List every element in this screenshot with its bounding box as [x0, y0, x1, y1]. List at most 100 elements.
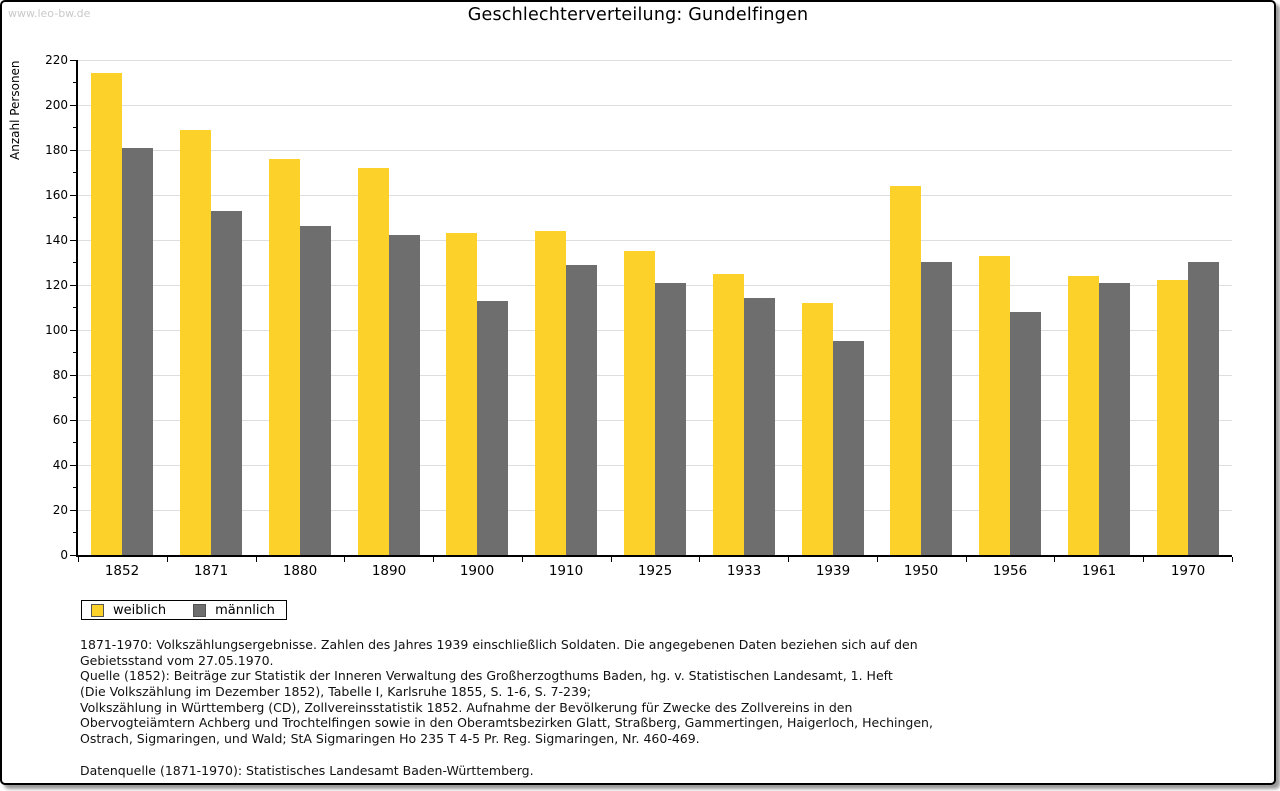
bar-männlich-1900 — [477, 301, 508, 555]
chart-title: Geschlechterverteilung: Gundelfingen — [467, 5, 809, 25]
footnote-line-5: Volkszählung in Württemberg (CD), Zollve… — [80, 699, 853, 715]
y-minor-tick-130 — [73, 262, 76, 263]
gridline-160 — [78, 195, 1232, 196]
footnote-line-9: Datenquelle (1871-1970): Statistisches L… — [80, 762, 534, 778]
y-minor-tick-50 — [73, 442, 76, 443]
x-boundary-tick-0 — [78, 557, 79, 562]
x-tick-label-1925: 1925 — [637, 563, 673, 579]
footnote-line-1: 1871-1970: Volkszählungsergebnisse. Zahl… — [80, 637, 918, 652]
y-major-tick-220 — [70, 60, 76, 61]
bar-weiblich-1961 — [1068, 276, 1099, 555]
x-boundary-tick-8 — [788, 557, 789, 562]
bar-weiblich-1871 — [180, 130, 211, 555]
bar-männlich-1970 — [1188, 262, 1219, 555]
legend-swatch-weiblich — [91, 603, 104, 617]
x-boundary-tick-11 — [1054, 557, 1055, 562]
bar-weiblich-1900 — [446, 233, 477, 555]
x-boundary-tick-12 — [1143, 557, 1144, 562]
footnote-line-7: Ostrach, Sigmaringen, und Wald; StA Sigm… — [80, 731, 700, 747]
gridline-180 — [78, 150, 1232, 151]
x-tick-label-1900: 1900 — [459, 563, 495, 579]
bar-männlich-1933 — [744, 298, 775, 555]
x-tick-label-1852: 1852 — [104, 563, 140, 579]
y-tick-label-200: 200 — [45, 98, 68, 112]
bar-weiblich-1925 — [624, 251, 655, 555]
y-minor-tick-90 — [73, 352, 76, 353]
y-axis-title: Anzahl Personen — [8, 60, 22, 160]
x-boundary-tick-13 — [1232, 557, 1233, 562]
footnotes-block: 1871-1970: Volkszählungsergebnisse. Zahl… — [80, 637, 933, 778]
x-axis-line — [78, 555, 1232, 557]
footnote-line-4: (Die Volkszählung im Dezember 1852), Tab… — [80, 684, 592, 700]
bar-weiblich-1880 — [269, 159, 300, 555]
y-major-tick-20 — [70, 510, 76, 511]
leo-bw-watermark: www.leo-bw.de — [8, 7, 91, 20]
bar-weiblich-1939 — [802, 303, 833, 555]
y-tick-label-0: 0 — [60, 548, 68, 562]
y-tick-label-160: 160 — [45, 188, 68, 202]
y-minor-tick-150 — [73, 217, 76, 218]
y-tick-label-180: 180 — [45, 143, 68, 157]
y-major-tick-160 — [70, 195, 76, 196]
x-boundary-tick-9 — [877, 557, 878, 562]
bar-weiblich-1970 — [1157, 280, 1188, 555]
bar-weiblich-1910 — [535, 231, 566, 555]
bar-männlich-1950 — [921, 262, 952, 555]
bar-männlich-1880 — [300, 226, 331, 555]
y-tick-label-60: 60 — [52, 413, 68, 427]
y-major-tick-0 — [70, 555, 76, 556]
y-major-tick-200 — [70, 105, 76, 106]
x-tick-label-1880: 1880 — [282, 563, 318, 579]
footnote-line-6: Obervogteiämtern Achberg und Trochtelfin… — [80, 715, 933, 731]
y-tick-label-120: 120 — [45, 278, 68, 292]
y-tick-label-40: 40 — [52, 458, 68, 472]
bar-männlich-1939 — [833, 341, 864, 555]
footnote-line-3: Quelle (1852): Beiträge zur Statistik de… — [80, 668, 893, 684]
x-tick-label-1961: 1961 — [1081, 563, 1117, 579]
x-tick-label-1871: 1871 — [193, 563, 229, 579]
y-major-tick-180 — [70, 150, 76, 151]
y-minor-tick-210 — [73, 82, 76, 83]
x-boundary-tick-5 — [522, 557, 523, 562]
x-boundary-tick-7 — [699, 557, 700, 562]
y-minor-tick-170 — [73, 172, 76, 173]
y-tick-label-20: 20 — [52, 503, 68, 517]
y-tick-label-140: 140 — [45, 233, 68, 247]
y-major-tick-100 — [70, 330, 76, 331]
bar-weiblich-1950 — [890, 186, 921, 555]
x-boundary-tick-6 — [611, 557, 612, 562]
y-minor-tick-70 — [73, 397, 76, 398]
legend-box: weiblich männlich — [81, 600, 287, 620]
x-tick-label-1970: 1970 — [1170, 563, 1206, 579]
x-boundary-tick-1 — [167, 557, 168, 562]
bar-männlich-1956 — [1010, 312, 1041, 555]
bar-männlich-1871 — [211, 211, 242, 555]
y-tick-label-100: 100 — [45, 323, 68, 337]
footnote-line-2: Gebietsstand vom 27.05.1970. — [80, 652, 274, 668]
x-boundary-tick-4 — [433, 557, 434, 562]
gridline-220 — [78, 60, 1232, 61]
y-major-tick-60 — [70, 420, 76, 421]
y-tick-label-220: 220 — [45, 53, 68, 67]
bar-weiblich-1956 — [979, 256, 1010, 555]
bar-männlich-1925 — [655, 283, 686, 555]
y-major-tick-120 — [70, 285, 76, 286]
y-minor-tick-10 — [73, 532, 76, 533]
x-boundary-tick-2 — [256, 557, 257, 562]
x-tick-label-1933: 1933 — [726, 563, 762, 579]
y-major-tick-40 — [70, 465, 76, 466]
x-tick-label-1910: 1910 — [548, 563, 584, 579]
gridline-200 — [78, 105, 1232, 106]
bar-männlich-1890 — [389, 235, 420, 555]
y-axis-line — [76, 60, 78, 557]
bar-weiblich-1890 — [358, 168, 389, 555]
y-minor-tick-30 — [73, 487, 76, 488]
y-tick-label-80: 80 — [52, 368, 68, 382]
bar-weiblich-1852 — [91, 73, 122, 555]
x-tick-label-1939: 1939 — [815, 563, 851, 579]
plot-area — [78, 60, 1232, 555]
legend-swatch-männlich — [193, 603, 207, 617]
bar-weiblich-1933 — [713, 274, 744, 555]
